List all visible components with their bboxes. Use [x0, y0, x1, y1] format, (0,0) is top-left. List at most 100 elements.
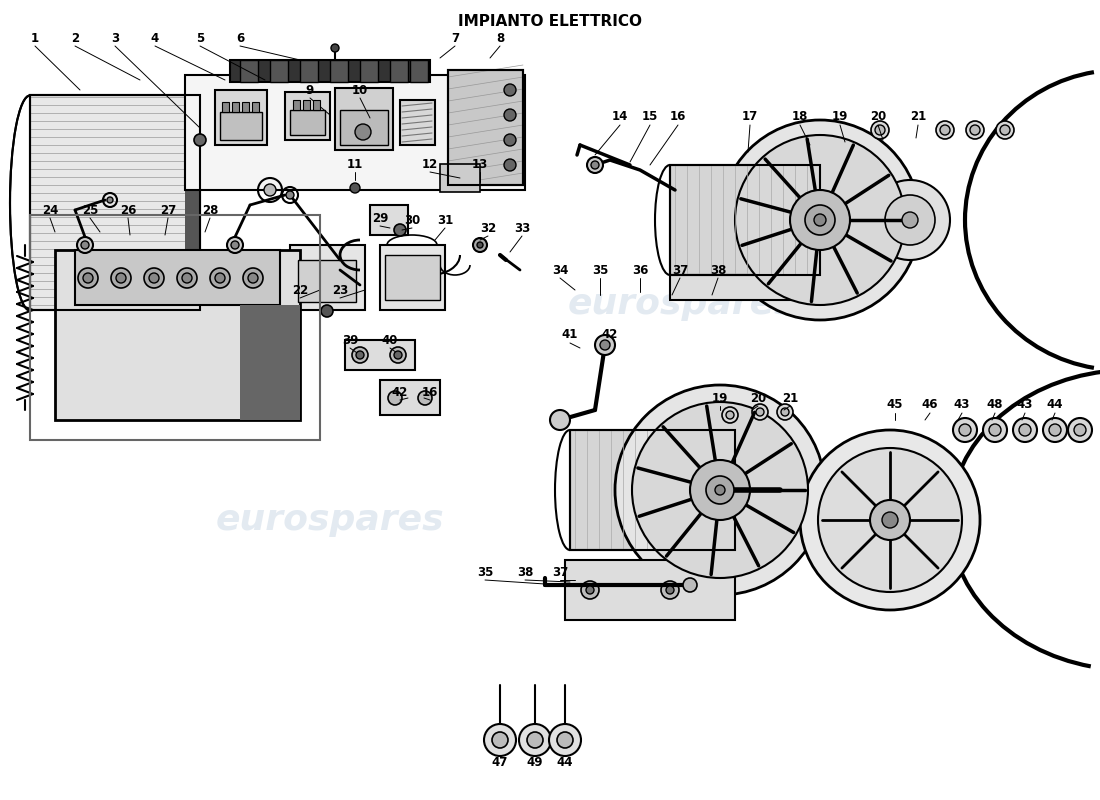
- Text: 45: 45: [887, 398, 903, 411]
- Circle shape: [78, 268, 98, 288]
- Circle shape: [735, 135, 905, 305]
- Circle shape: [177, 268, 197, 288]
- Circle shape: [1019, 424, 1031, 436]
- Text: 17: 17: [741, 110, 758, 123]
- Bar: [336, 88, 393, 150]
- Circle shape: [355, 124, 371, 140]
- Circle shape: [805, 205, 835, 235]
- Text: 25: 25: [81, 203, 98, 217]
- Text: 35: 35: [476, 566, 493, 578]
- Bar: [252, 102, 258, 112]
- Bar: [565, 560, 735, 620]
- Circle shape: [394, 224, 406, 236]
- Bar: [285, 92, 330, 140]
- Circle shape: [902, 212, 918, 228]
- Circle shape: [800, 430, 980, 610]
- Circle shape: [882, 512, 898, 528]
- Circle shape: [390, 347, 406, 363]
- Bar: [30, 215, 320, 440]
- Text: 3: 3: [111, 31, 119, 45]
- Bar: [240, 60, 258, 82]
- Text: 43: 43: [954, 398, 970, 411]
- Text: 1: 1: [31, 31, 40, 45]
- Circle shape: [936, 121, 954, 139]
- Circle shape: [595, 335, 615, 355]
- Circle shape: [492, 732, 508, 748]
- Bar: [670, 275, 820, 300]
- Bar: [242, 102, 249, 112]
- Bar: [298, 260, 356, 302]
- Circle shape: [352, 347, 368, 363]
- Text: 33: 33: [514, 222, 530, 234]
- Text: 8: 8: [496, 31, 504, 45]
- Bar: [214, 90, 267, 145]
- Bar: [314, 100, 320, 110]
- Bar: [670, 165, 820, 275]
- Text: 39: 39: [342, 334, 359, 346]
- Circle shape: [615, 385, 825, 595]
- Text: 42: 42: [392, 386, 408, 398]
- Circle shape: [504, 84, 516, 96]
- Circle shape: [756, 408, 764, 416]
- Circle shape: [632, 402, 808, 578]
- Bar: [340, 110, 388, 145]
- Text: 38: 38: [517, 566, 534, 578]
- Circle shape: [1013, 418, 1037, 442]
- Circle shape: [527, 732, 543, 748]
- Text: 28: 28: [201, 203, 218, 217]
- Text: 4: 4: [151, 31, 160, 45]
- Circle shape: [484, 724, 516, 756]
- Text: 36: 36: [631, 263, 648, 277]
- Bar: [185, 75, 525, 190]
- Text: 9: 9: [306, 83, 315, 97]
- Bar: [360, 60, 378, 82]
- Text: 31: 31: [437, 214, 453, 226]
- Circle shape: [394, 351, 402, 359]
- Circle shape: [814, 214, 826, 226]
- Circle shape: [886, 195, 935, 245]
- Bar: [330, 60, 348, 82]
- Text: 23: 23: [332, 283, 348, 297]
- Circle shape: [82, 273, 94, 283]
- Circle shape: [388, 391, 401, 405]
- Text: 41: 41: [562, 329, 579, 342]
- Text: 27: 27: [160, 203, 176, 217]
- Text: 44: 44: [1047, 398, 1064, 411]
- Bar: [55, 250, 300, 420]
- Text: 11: 11: [346, 158, 363, 170]
- Circle shape: [940, 125, 950, 135]
- Text: 5: 5: [196, 31, 205, 45]
- Bar: [185, 95, 200, 310]
- Bar: [30, 95, 200, 310]
- Text: 24: 24: [42, 203, 58, 217]
- Bar: [570, 430, 735, 550]
- Bar: [670, 165, 820, 275]
- Bar: [75, 250, 280, 305]
- Bar: [370, 205, 408, 235]
- Circle shape: [586, 586, 594, 594]
- Bar: [379, 245, 446, 310]
- Circle shape: [477, 242, 483, 248]
- Circle shape: [286, 191, 294, 199]
- Circle shape: [777, 404, 793, 420]
- Circle shape: [231, 241, 239, 249]
- Circle shape: [1049, 424, 1061, 436]
- Bar: [220, 112, 262, 140]
- Bar: [240, 305, 300, 420]
- Circle shape: [666, 586, 674, 594]
- Circle shape: [549, 724, 581, 756]
- Text: 48: 48: [987, 398, 1003, 411]
- Circle shape: [107, 197, 113, 203]
- Circle shape: [870, 180, 950, 260]
- Text: 6: 6: [235, 31, 244, 45]
- Circle shape: [504, 109, 516, 121]
- Text: 16: 16: [421, 386, 438, 398]
- Bar: [230, 60, 430, 82]
- Text: 32: 32: [480, 222, 496, 234]
- Text: 19: 19: [832, 110, 848, 123]
- Text: 15: 15: [641, 110, 658, 123]
- Circle shape: [321, 305, 333, 317]
- Circle shape: [550, 410, 570, 430]
- Circle shape: [989, 424, 1001, 436]
- Circle shape: [1000, 125, 1010, 135]
